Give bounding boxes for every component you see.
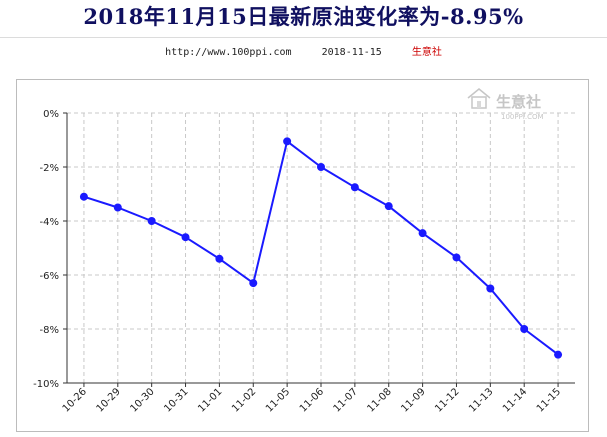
data-point[interactable] — [554, 350, 563, 359]
data-point[interactable] — [520, 325, 529, 333]
source-url[interactable]: http://www.100ppi.com — [165, 47, 292, 58]
data-point[interactable] — [249, 279, 258, 288]
x-tick-label: 10-26 — [61, 386, 89, 414]
data-point[interactable] — [317, 163, 325, 171]
x-tick-label: 11-05 — [264, 386, 292, 414]
title-divider — [0, 37, 607, 38]
x-tick-label: 10-30 — [128, 386, 156, 414]
x-tick-label: 11-06 — [298, 386, 326, 414]
data-point[interactable] — [384, 202, 393, 211]
x-tick-label: 11-08 — [366, 386, 394, 414]
x-tick-label: 11-09 — [399, 386, 427, 414]
x-tick-label: 10-31 — [162, 386, 190, 414]
watermark-logo-icon — [467, 88, 491, 109]
watermark-text: 生意社 — [496, 93, 541, 111]
y-tick-label: -4% — [40, 217, 59, 228]
data-point[interactable] — [418, 229, 427, 238]
chart-frame — [16, 79, 589, 432]
watermark-url: 100PPI.COM — [501, 113, 544, 121]
data-point[interactable] — [147, 217, 156, 225]
source-line: http://www.100ppi.com 2018-11-15 生意社 — [0, 43, 607, 58]
x-tick-label: 11-15 — [535, 386, 563, 414]
data-point[interactable] — [181, 233, 190, 242]
watermark: 生意社 100PPI.COM — [467, 88, 544, 121]
x-tick-label: 11-12 — [433, 386, 461, 414]
y-tick-label: -6% — [40, 271, 59, 282]
data-point[interactable] — [350, 183, 359, 192]
data-point[interactable] — [283, 137, 292, 146]
source-date: 2018-11-15 — [321, 47, 382, 58]
x-tick-label: 11-02 — [230, 386, 258, 414]
data-point[interactable] — [113, 203, 122, 212]
x-tick-label: 11-14 — [501, 386, 529, 414]
data-point[interactable] — [486, 284, 495, 293]
y-tick-label: -8% — [40, 325, 59, 336]
y-tick-label: 0% — [43, 109, 59, 120]
data-point[interactable] — [215, 254, 224, 263]
data-point[interactable] — [79, 192, 88, 201]
x-tick-label: 11-07 — [332, 386, 360, 414]
x-tick-label: 11-13 — [467, 386, 495, 414]
y-tick-label: -2% — [40, 163, 59, 174]
chart-title: 2018年11月15日最新原油变化率为-8.95% — [83, 4, 524, 29]
x-tick-label: 11-01 — [196, 386, 224, 414]
data-point[interactable] — [452, 253, 461, 262]
y-tick-label: -10% — [33, 379, 59, 390]
x-tick-label: 10-29 — [95, 386, 123, 414]
source-brand[interactable]: 生意社 — [411, 47, 442, 58]
